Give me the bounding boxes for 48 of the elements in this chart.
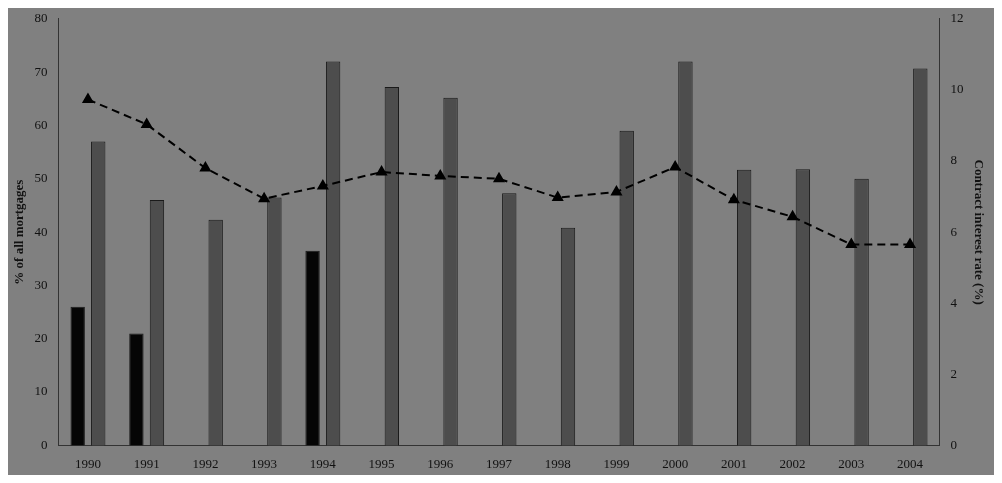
y-axis-title: % of all mortgages <box>11 179 27 285</box>
y2-tick-label: 12 <box>950 10 964 26</box>
point <box>493 172 505 183</box>
x-tick-label: 2004 <box>897 455 924 471</box>
point <box>317 179 329 190</box>
x-tick-label: 1990 <box>74 455 101 471</box>
point <box>141 118 153 128</box>
x-tick-label: 1995 <box>368 455 395 471</box>
y2-tick-label: 8 <box>950 152 957 168</box>
x-tick-label: 2001 <box>720 455 747 471</box>
y-tick-label: 80 <box>34 10 48 26</box>
x-tick-label: 1993 <box>251 455 278 471</box>
point <box>552 191 564 202</box>
y-tick-label: 30 <box>34 276 48 292</box>
y-tick-label: 70 <box>34 63 48 79</box>
y2-tick-label: 10 <box>950 81 964 97</box>
point <box>728 193 740 204</box>
x-tick-label: 1999 <box>603 455 630 471</box>
point <box>434 169 446 180</box>
x-tick-label: 2000 <box>662 455 689 471</box>
point <box>845 238 857 249</box>
x-tick-label: 1998 <box>544 455 571 471</box>
x-tick-label: 1997 <box>486 455 513 471</box>
x-tick-label: 1991 <box>133 455 160 471</box>
point <box>82 93 94 103</box>
y2-axis-title: Contract interest rate (%) <box>971 159 987 305</box>
point <box>611 185 622 196</box>
point <box>376 166 387 176</box>
y2-tick-label: 0 <box>950 436 957 452</box>
point <box>669 161 681 171</box>
x-tick-label: 1992 <box>192 455 219 471</box>
point <box>200 162 211 172</box>
y2-tick-label: 6 <box>950 223 958 239</box>
x-tick-label: 1994 <box>309 455 337 471</box>
x-tick-label: 2002 <box>779 455 806 471</box>
x-tick-label: 2003 <box>838 455 865 471</box>
point <box>258 192 270 203</box>
x-tick-label: 1996 <box>427 455 454 471</box>
y-tick-label: 50 <box>34 170 48 186</box>
point <box>904 238 916 249</box>
point <box>787 210 798 221</box>
y2-tick-label: 4 <box>950 294 958 310</box>
y2-tick-label: 2 <box>950 365 957 381</box>
y-tick-label: 60 <box>34 116 48 132</box>
y-tick-label: 20 <box>34 330 48 346</box>
y-tick-label: 10 <box>34 383 48 399</box>
y-tick-label: 40 <box>34 223 48 239</box>
y-tick-label: 0 <box>41 436 48 452</box>
